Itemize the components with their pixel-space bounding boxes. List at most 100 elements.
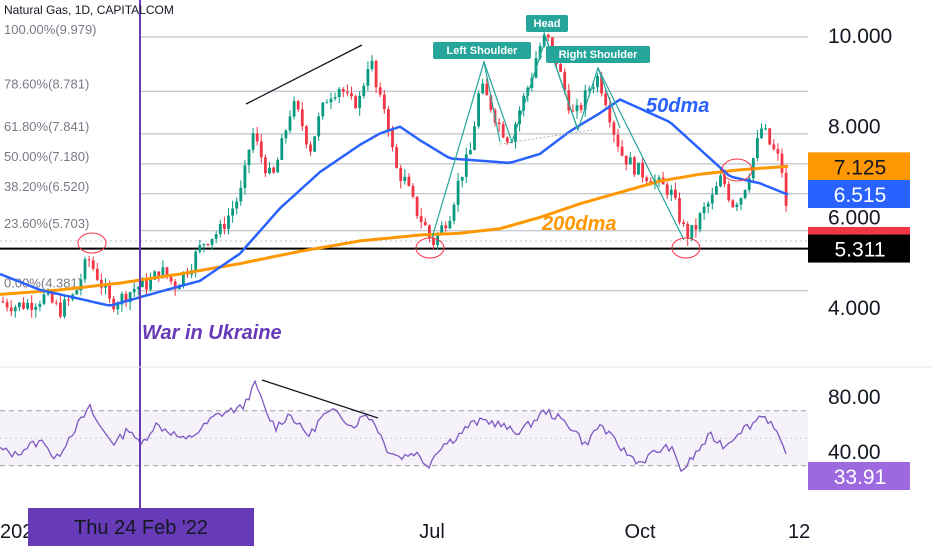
time-tick-oct: Oct [624, 521, 656, 543]
candle-body [637, 162, 640, 175]
price-badge-text-1: 6.515 [834, 184, 887, 207]
chart-title: Natural Gas, 1D, CAPITALCOM [4, 3, 174, 17]
candle-body [542, 34, 546, 47]
candle-body [616, 134, 620, 147]
candle-body [444, 225, 448, 229]
candle-body [756, 137, 759, 159]
price-axis: 10.000 8.000 6.000 4.000 [828, 25, 892, 320]
candle-body [169, 276, 173, 282]
rsi-tick-0: 80.00 [828, 386, 881, 409]
candle-body [399, 167, 403, 181]
candle-body [583, 90, 587, 110]
candle-body [325, 102, 329, 104]
candle-body [694, 225, 698, 230]
candle-body [387, 109, 390, 131]
candle-body [678, 198, 681, 223]
candle-body [592, 87, 595, 89]
candle-body [63, 299, 66, 317]
candle-body [75, 290, 79, 295]
fib-levels: 100.00%(9.979) 78.60%(8.781) 61.80%(7.841)… [0, 22, 808, 292]
candle-body [120, 293, 124, 305]
candle-body [136, 287, 140, 289]
candle-body [1, 301, 5, 303]
candle-body [268, 167, 271, 174]
rsi-value-text: 33.91 [834, 466, 887, 489]
candle-body [132, 288, 136, 293]
candle-body [288, 116, 292, 131]
candle-body [255, 133, 259, 142]
candle-body [747, 178, 751, 190]
candle-body [612, 122, 616, 135]
rsi-trendline [261, 379, 379, 419]
candle-body [706, 203, 710, 207]
left-shoulder-label-text: Left Shoulder [447, 45, 519, 57]
candle-body [567, 90, 571, 111]
candle-body [239, 187, 243, 202]
candle-body [194, 251, 198, 271]
candle-body [206, 244, 210, 246]
candle-body [341, 88, 345, 92]
candle-body [145, 279, 148, 290]
candle-body [719, 175, 722, 187]
candle-body [665, 184, 669, 195]
candle-body [305, 126, 308, 145]
candle-body [223, 223, 226, 229]
candle-body [202, 244, 206, 246]
candle-body [546, 34, 550, 38]
rsi-panel [0, 379, 808, 473]
candle-body [702, 206, 706, 214]
fib-label-3: 50.00%(7.180) [4, 149, 89, 164]
candle-body [739, 198, 743, 205]
highlight-circle-feb [77, 232, 107, 254]
candle-body [83, 259, 87, 280]
ma50-line [0, 98, 789, 307]
candle-body [477, 93, 480, 127]
candle-body [280, 138, 284, 160]
candle-body [243, 165, 247, 188]
rsi-tick-1: 40.00 [828, 441, 881, 464]
candle-body [358, 96, 362, 109]
price-badge-text-3: 5.311 [835, 239, 886, 262]
candle-body [715, 186, 718, 195]
candle-body [473, 126, 476, 151]
price-tick-1: 8.000 [828, 116, 881, 139]
ma200-label: 200dma [541, 213, 617, 235]
ma200-line [0, 164, 789, 296]
candle-body [5, 302, 9, 308]
candle-body [79, 279, 83, 291]
candle-body [403, 176, 407, 181]
candle-body [772, 144, 776, 150]
candle-body [620, 146, 624, 156]
price-badge-0: 7.125 [808, 152, 910, 181]
candle-body [292, 101, 296, 117]
candle-body [423, 221, 427, 226]
candle-body [382, 94, 386, 110]
candle-body [743, 189, 747, 199]
candle-body [682, 222, 685, 224]
candle-body [563, 71, 567, 91]
price-badge-1: 6.515 [808, 179, 910, 208]
candle-body [38, 303, 42, 307]
candle-body [464, 154, 468, 177]
candle-body [657, 177, 661, 180]
candle-body [182, 271, 185, 286]
candle-body [264, 157, 267, 174]
candle-body [378, 87, 382, 95]
right-shoulder-leg [597, 67, 621, 129]
price-candles [1, 28, 788, 319]
ma50-label: 50dma [646, 95, 709, 117]
candle-body [411, 185, 415, 197]
price-trendline [245, 44, 363, 105]
candle-body [227, 215, 230, 229]
fib-label-6: 0.00%(4.381) [4, 276, 82, 291]
candle-body [571, 110, 575, 112]
candle-body [313, 136, 316, 152]
candle-body [309, 144, 312, 152]
candle-body [108, 285, 111, 299]
candle-body [587, 88, 591, 91]
candle-body [34, 306, 38, 310]
highlight-circle-nov [721, 158, 753, 182]
candle-body [153, 271, 157, 280]
candle-body [354, 96, 357, 109]
